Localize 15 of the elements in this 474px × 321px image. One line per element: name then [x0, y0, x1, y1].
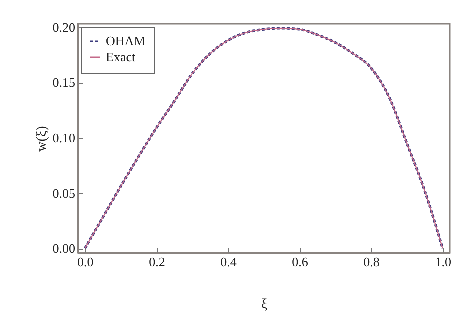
y-tick-label: 0.00	[52, 241, 76, 256]
x-tick-label: 0.4	[220, 254, 238, 270]
x-tick-label: 0.6	[292, 254, 309, 270]
y-tick-label: 0.05	[52, 186, 76, 201]
x-tick-label: 0.0	[78, 254, 94, 270]
legend-label: OHAM	[106, 34, 146, 48]
x-tick-label: 1.0	[435, 254, 452, 270]
x-tick-label: 0.2	[149, 254, 166, 270]
x-tick-label: 0.8	[364, 254, 380, 270]
y-axis-title: w(ξ)	[34, 126, 50, 152]
legend-label: Exact	[106, 50, 136, 64]
y-tick-label: 0.15	[52, 75, 76, 90]
x-axis-title: ξ	[261, 298, 268, 312]
y-tick-label: 0.10	[52, 130, 76, 146]
y-tick-label: 0.20	[52, 20, 76, 35]
